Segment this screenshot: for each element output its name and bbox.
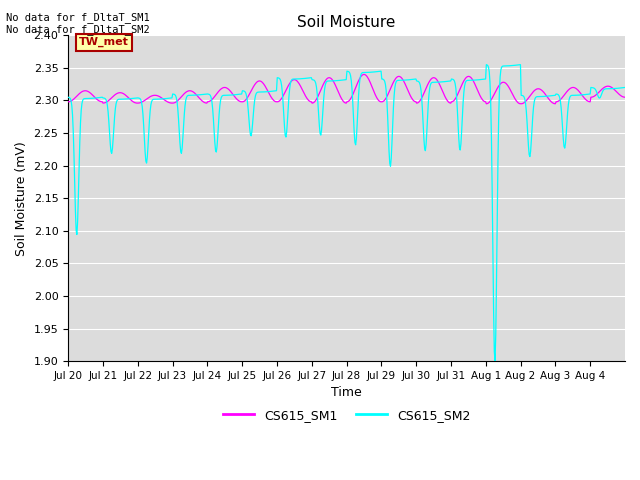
Legend: CS615_SM1, CS615_SM2: CS615_SM1, CS615_SM2 (218, 404, 476, 427)
Y-axis label: Soil Moisture (mV): Soil Moisture (mV) (15, 141, 28, 256)
Text: TW_met: TW_met (79, 37, 129, 48)
Text: No data for f_DltaT_SM1: No data for f_DltaT_SM1 (6, 12, 150, 23)
X-axis label: Time: Time (332, 386, 362, 399)
Title: Soil Moisture: Soil Moisture (298, 15, 396, 30)
Text: No data for f_DltaT_SM2: No data for f_DltaT_SM2 (6, 24, 150, 35)
